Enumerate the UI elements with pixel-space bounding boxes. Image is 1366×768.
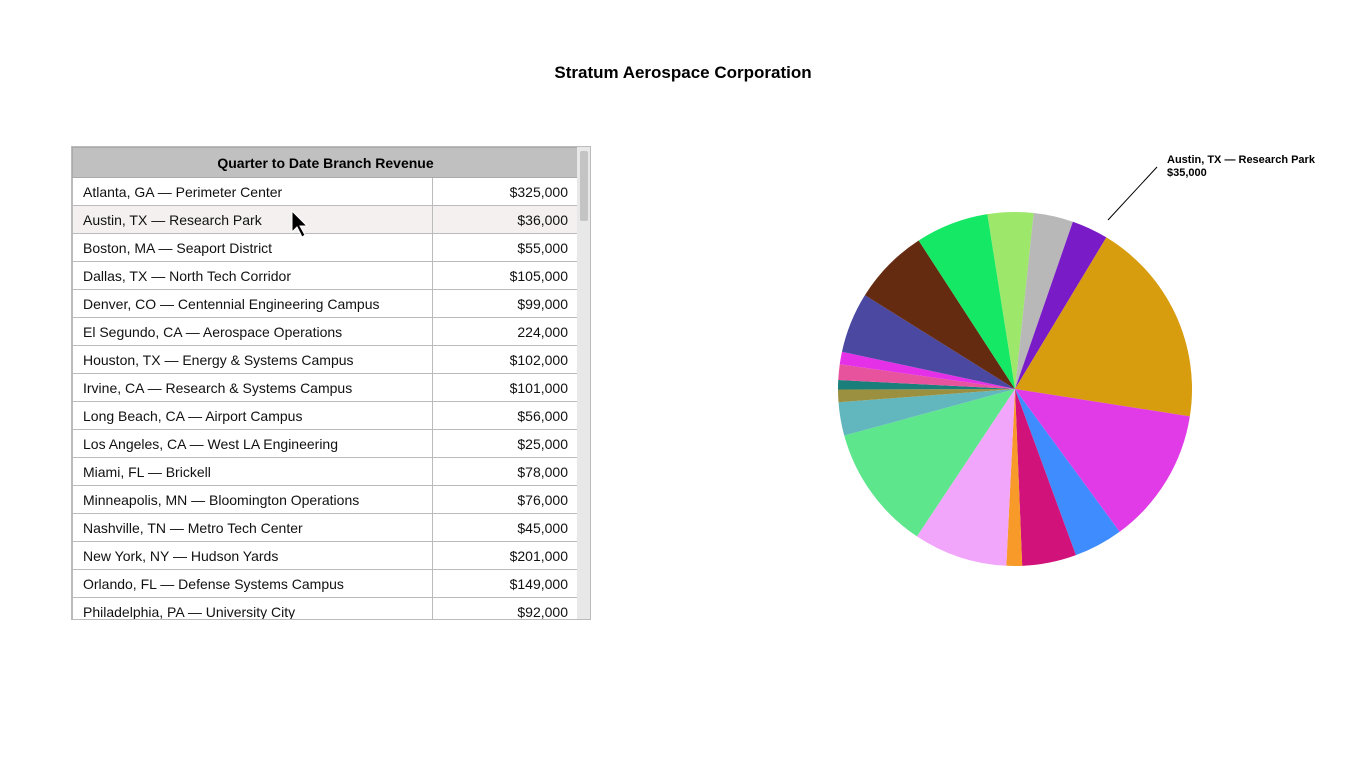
table-row[interactable]: Long Beach, CA — Airport Campus $56,000 — [72, 401, 579, 430]
pie-slice — [1015, 212, 1073, 389]
branch-name: Atlanta, GA — Perimeter Center — [72, 177, 433, 206]
pie-slice — [1015, 389, 1076, 566]
table-row[interactable]: Minneapolis, MN — Bloomington Operations… — [72, 485, 579, 514]
scroll-thumb[interactable] — [580, 151, 588, 221]
branch-name: Orlando, FL — Defense Systems Campus — [72, 569, 433, 598]
branch-revenue: $78,000 — [432, 457, 579, 486]
branch-name: Los Angeles, CA — West LA Engineering — [72, 429, 433, 458]
pie-slice — [841, 295, 1015, 389]
table-row[interactable]: Miami, FL — Brickell $78,000 — [72, 457, 579, 486]
pie-slice — [844, 389, 1015, 537]
branch-revenue: $101,000 — [432, 373, 579, 402]
pie-slice — [839, 351, 1015, 389]
pie-slice — [918, 214, 1015, 389]
branch-revenue: $99,000 — [432, 289, 579, 318]
branch-revenue: $105,000 — [432, 261, 579, 290]
pie-slice — [1015, 221, 1107, 389]
pie-slice — [838, 380, 1015, 390]
branch-name: Irvine, CA — Research & Systems Campus — [72, 373, 433, 402]
annotation-label: Austin, TX — Research Park — [1167, 154, 1316, 166]
branch-revenue: $25,000 — [432, 429, 579, 458]
branch-revenue: $325,000 — [432, 177, 579, 206]
table-row[interactable]: Nashville, TN — Metro Tech Center $45,000 — [72, 513, 579, 542]
pie-slice — [916, 389, 1015, 566]
branch-revenue: $45,000 — [432, 513, 579, 542]
table-row[interactable]: Denver, CO — Centennial Engineering Camp… — [72, 289, 579, 318]
branch-revenue: 224,000 — [432, 317, 579, 346]
branch-name: Houston, TX — Energy & Systems Campus — [72, 345, 433, 374]
pie-slice — [838, 364, 1015, 389]
branch-name: Nashville, TN — Metro Tech Center — [72, 513, 433, 542]
branch-revenue: $76,000 — [432, 485, 579, 514]
pie-slice — [1006, 389, 1023, 566]
branch-revenue: $36,000 — [432, 205, 579, 234]
scrollbar[interactable] — [577, 147, 590, 619]
pie-slice — [864, 240, 1015, 389]
table-row[interactable]: Philadelphia, PA — University City $92,00… — [72, 597, 579, 619]
revenue-table: Quarter to Date Branch Revenue Atlanta, … — [72, 147, 579, 619]
branch-name: Long Beach, CA — Airport Campus — [72, 401, 433, 430]
branch-name: El Segundo, CA — Aerospace Operations — [72, 317, 433, 346]
branch-revenue: $56,000 — [432, 401, 579, 430]
table-row[interactable]: Los Angeles, CA — West LA Engineering $25… — [72, 429, 579, 458]
branch-revenue: $55,000 — [432, 233, 579, 262]
pie-slice — [838, 389, 1015, 403]
table-row[interactable]: Houston, TX — Energy & Systems Campus $10… — [72, 345, 579, 374]
table-row[interactable]: Dallas, TX — North Tech Corridor $105,000 — [72, 261, 579, 290]
table-row[interactable]: Austin, TX — Research Park $36,000 — [72, 205, 579, 234]
branch-name: Denver, CO — Centennial Engineering Camp… — [72, 289, 433, 318]
branch-name: Austin, TX — Research Park — [72, 205, 433, 234]
page-title: Stratum Aerospace Corporation — [554, 63, 812, 82]
revenue-table-panel: Quarter to Date Branch Revenue Atlanta, … — [71, 146, 591, 620]
pie-slice — [1015, 237, 1193, 417]
table-row[interactable]: Orlando, FL — Defense Systems Campus $149… — [72, 569, 579, 598]
branch-name: New York, NY — Hudson Yards — [72, 541, 433, 570]
branch-revenue: $201,000 — [432, 541, 579, 570]
branch-name: Philadelphia, PA — University City — [72, 597, 433, 619]
branch-name: Minneapolis, MN — Bloomington Operations — [72, 485, 433, 514]
branch-name: Miami, FL — Brickell — [72, 457, 433, 486]
table-row[interactable]: El Segundo, CA — Aerospace Operations 224… — [72, 317, 579, 346]
table-title: Quarter to Date Branch Revenue — [72, 147, 579, 178]
branch-revenue: $102,000 — [432, 345, 579, 374]
annotation-value: $35,000 — [1167, 167, 1207, 179]
table-row[interactable]: Boston, MA — Seaport District $55,000 — [72, 233, 579, 262]
table-row[interactable]: Irvine, CA — Research & Systems Campus $1… — [72, 373, 579, 402]
pie-slice — [987, 211, 1034, 389]
branch-revenue: $92,000 — [432, 597, 579, 619]
pie-slice — [838, 389, 1015, 436]
branch-revenue: $149,000 — [432, 569, 579, 598]
table-row[interactable]: New York, NY — Hudson Yards $201,000 — [72, 541, 579, 570]
pie-slice — [1015, 389, 1120, 556]
leader-line — [1107, 166, 1158, 221]
branch-name: Boston, MA — Seaport District — [72, 233, 433, 262]
pie-slice — [1015, 389, 1190, 532]
branch-name: Dallas, TX — North Tech Corridor — [72, 261, 433, 290]
table-row[interactable]: Atlanta, GA — Perimeter Center $325,000 — [72, 177, 579, 206]
